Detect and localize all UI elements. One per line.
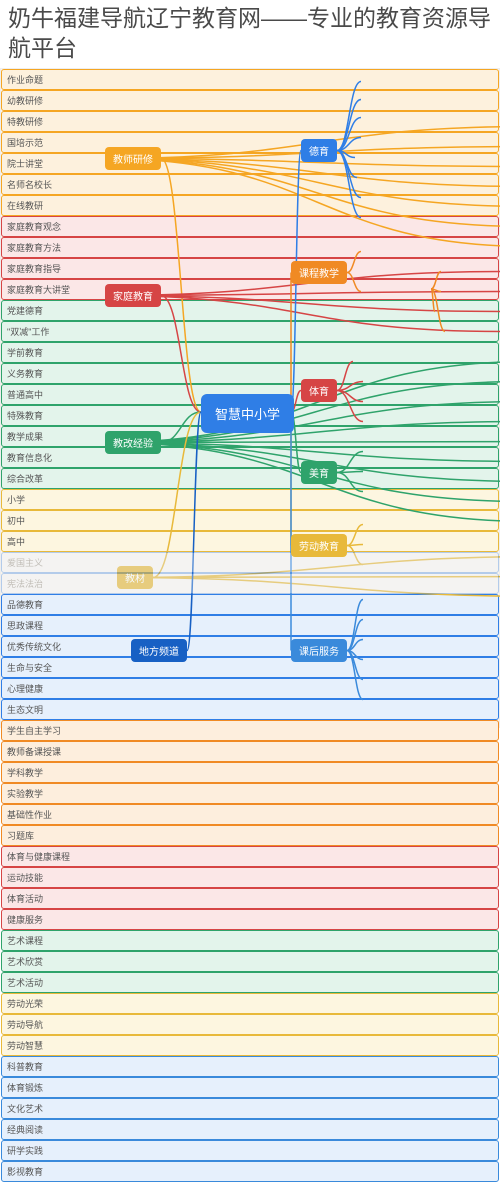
leaf: 生态文明 [1, 699, 499, 720]
leaf: 家庭教育大讲堂 [1, 279, 499, 300]
leaf: 综合改革 [1, 468, 499, 489]
leaf: 学前教育 [1, 342, 499, 363]
leaf: 健康服务 [1, 909, 499, 930]
branch-jtjy: 家庭教育 [105, 284, 161, 307]
branch-khfw: 课后服务 [291, 639, 347, 662]
leaf: 幼教研修 [1, 90, 499, 111]
leaf: 体育与健康课程 [1, 846, 499, 867]
subleaf: 实验教学 [1, 783, 499, 804]
center-node: 智慧中小学 [201, 394, 294, 433]
leaf: 劳动光荣 [1, 993, 499, 1014]
branch-jgjy: 教改经验 [105, 431, 161, 454]
mindmap-canvas: 智慧中小学教师研修作业命题幼教研修特教研修国培示范院士讲堂名师名校长在线教研家庭… [0, 68, 500, 728]
leaf: 艺术欣赏 [1, 951, 499, 972]
branch-jsyx: 教师研修 [105, 147, 161, 170]
leaf: 家庭教育观念 [1, 216, 499, 237]
leaf: 影视教育 [1, 1161, 499, 1182]
leaf: 生命与安全 [1, 657, 499, 678]
leaf: 品德教育 [1, 594, 499, 615]
leaf: 思政课程 [1, 615, 499, 636]
leaf: 义务教育 [1, 363, 499, 384]
leaf: 经典阅读 [1, 1119, 499, 1140]
leaf: 教育信息化 [1, 447, 499, 468]
subleaf: 习题库 [1, 825, 499, 846]
leaf: 家庭教育方法 [1, 237, 499, 258]
leaf: 科普教育 [1, 1056, 499, 1077]
leaf: 国培示范 [1, 132, 499, 153]
subleaf: 学科教学 [1, 762, 499, 783]
leaf: 初中 [1, 510, 499, 531]
leaf: 心理健康 [1, 678, 499, 699]
leaf: 家庭教育指导 [1, 258, 499, 279]
leaf: 文化艺术 [1, 1098, 499, 1119]
leaf: 体育活动 [1, 888, 499, 909]
leaf: 研学实践 [1, 1140, 499, 1161]
leaf: 宪法法治 [1, 573, 499, 594]
leaf: 作业命题 [1, 69, 499, 90]
leaf: 艺术课程 [1, 930, 499, 951]
subleaf: 基础性作业 [1, 804, 499, 825]
branch-ty: 体育 [301, 379, 337, 402]
leaf: 高中 [1, 531, 499, 552]
leaf: 优秀传统文化 [1, 636, 499, 657]
leaf: 特教研修 [1, 111, 499, 132]
branch-dy: 德育 [301, 139, 337, 162]
leaf: 在线教研 [1, 195, 499, 216]
branch-kcjx: 课程教学 [291, 261, 347, 284]
leaf: 名师名校长 [1, 174, 499, 195]
leaf: 院士讲堂 [1, 153, 499, 174]
page-title: 奶牛福建导航辽宁教育网——专业的教育资源导航平台 [0, 0, 500, 68]
leaf: 学生自主学习 [1, 720, 499, 741]
branch-my: 美育 [301, 461, 337, 484]
leaf: 运动技能 [1, 867, 499, 888]
branch-dfpd: 地方频道 [131, 639, 187, 662]
leaf: 劳动导航 [1, 1014, 499, 1035]
leaf: 教师备课授课 [1, 741, 499, 762]
leaf: 艺术活动 [1, 972, 499, 993]
leaf: 劳动智慧 [1, 1035, 499, 1056]
leaf: 党建德育 [1, 300, 499, 321]
branch-ldjy: 劳动教育 [291, 534, 347, 557]
leaf: 小学 [1, 489, 499, 510]
leaf: "双减"工作 [1, 321, 499, 342]
leaf: 体育锻炼 [1, 1077, 499, 1098]
leaf: 爱国主义 [1, 552, 499, 573]
